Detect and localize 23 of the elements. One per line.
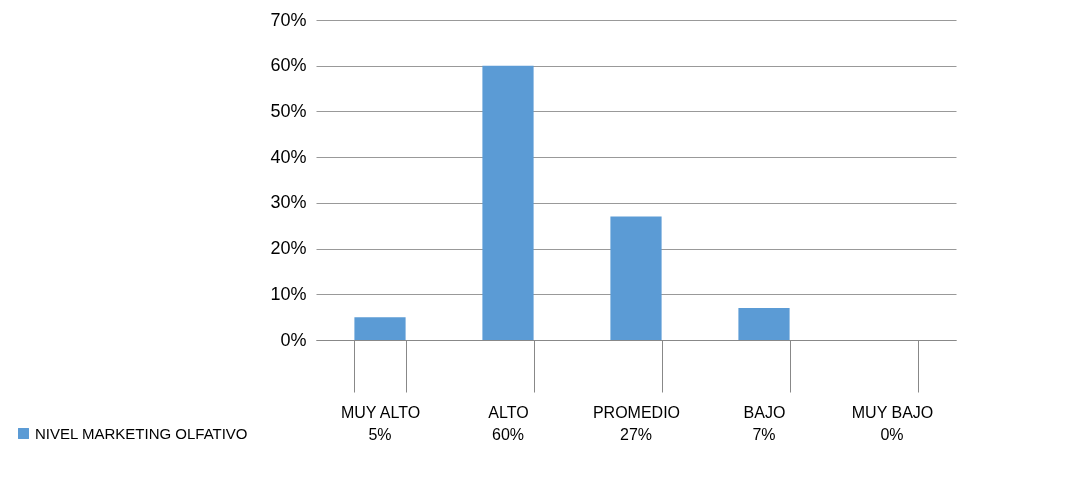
- bar: [354, 317, 406, 340]
- bar: [610, 216, 662, 340]
- y-tick-label: 0%: [280, 329, 307, 350]
- y-tick-label: 50%: [270, 100, 307, 121]
- y-tick-label: 60%: [270, 55, 307, 76]
- x-tick-label: MUY BAJO: [851, 403, 934, 421]
- x-tick-label: BAJO: [743, 403, 786, 421]
- y-tick-label: 30%: [270, 192, 307, 213]
- x-tick-label: MUY ALTO: [340, 403, 421, 421]
- data-label: 5%: [368, 426, 392, 443]
- data-label: 60%: [491, 426, 525, 443]
- bar: [738, 308, 790, 340]
- data-label: 0%: [880, 426, 904, 443]
- data-label: 27%: [619, 426, 653, 443]
- y-tick-label: 40%: [270, 146, 307, 167]
- x-tick-label: PROMEDIO: [592, 403, 681, 421]
- data-label: 7%: [752, 426, 776, 443]
- legend-label: NIVEL MARKETING OLFATIVO: [35, 424, 248, 442]
- x-tick-label: ALTO: [488, 403, 529, 421]
- y-tick-label: 70%: [270, 9, 307, 30]
- y-tick-label: 20%: [270, 238, 307, 259]
- y-tick-label: 10%: [270, 283, 307, 304]
- bar: [482, 65, 534, 340]
